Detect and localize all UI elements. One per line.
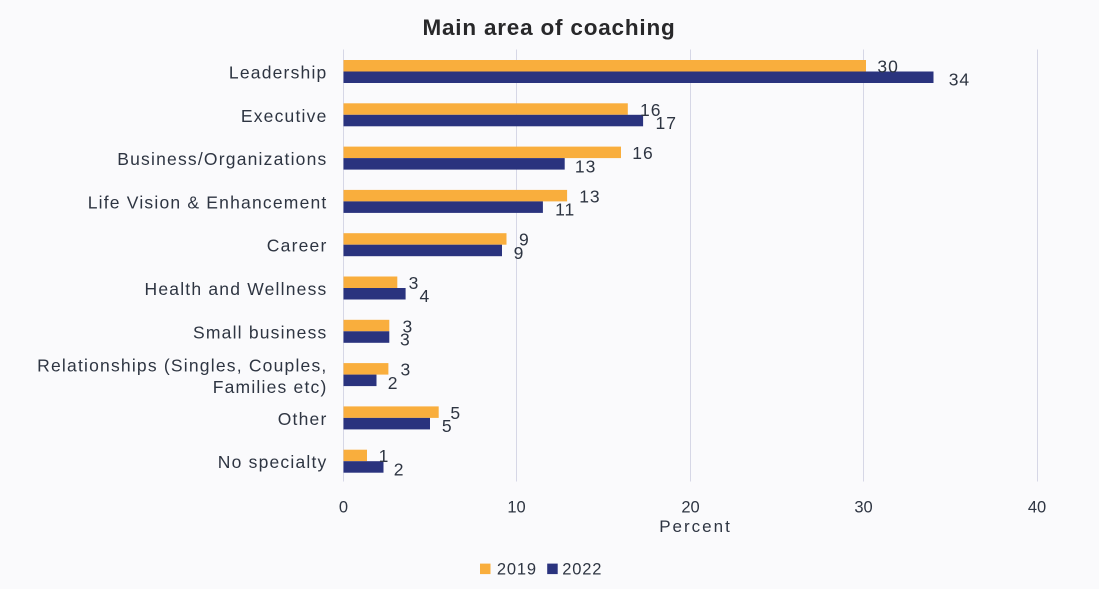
- svg-text:Small business: Small business: [193, 322, 328, 342]
- svg-text:Percent: Percent: [659, 517, 732, 536]
- svg-text:Life Vision & Enhancement: Life Vision & Enhancement: [88, 192, 328, 212]
- svg-text:Executive: Executive: [241, 106, 328, 126]
- svg-text:9: 9: [514, 243, 525, 263]
- svg-text:20: 20: [681, 499, 699, 517]
- svg-text:1: 1: [379, 446, 390, 466]
- svg-text:16: 16: [632, 143, 653, 163]
- svg-text:13: 13: [575, 156, 596, 176]
- svg-text:5: 5: [442, 416, 453, 436]
- svg-text:3: 3: [409, 273, 420, 293]
- svg-text:10: 10: [507, 499, 525, 517]
- svg-text:13: 13: [579, 186, 600, 206]
- svg-text:3: 3: [401, 360, 412, 380]
- svg-text:17: 17: [656, 113, 677, 133]
- svg-text:40: 40: [1028, 499, 1046, 517]
- svg-text:No specialty: No specialty: [218, 452, 328, 472]
- svg-text:3: 3: [403, 316, 414, 336]
- svg-text:Main area of coaching: Main area of coaching: [422, 15, 675, 40]
- svg-text:30: 30: [877, 57, 898, 77]
- svg-text:4: 4: [420, 286, 431, 306]
- svg-text:Relationships (Singles, Couple: Relationships (Singles, Couples,: [37, 356, 327, 376]
- svg-text:16: 16: [640, 100, 661, 120]
- svg-text:Families etc): Families etc): [213, 377, 328, 397]
- svg-text:3: 3: [400, 330, 411, 350]
- svg-text:0: 0: [339, 499, 348, 517]
- svg-text:Leadership: Leadership: [229, 63, 328, 83]
- svg-text:2: 2: [388, 373, 399, 393]
- svg-text:11: 11: [555, 200, 575, 220]
- svg-text:2022: 2022: [562, 561, 602, 579]
- svg-text:Career: Career: [267, 236, 328, 256]
- svg-text:34: 34: [949, 70, 970, 90]
- svg-text:2019: 2019: [497, 561, 537, 579]
- svg-text:9: 9: [519, 230, 530, 250]
- svg-text:30: 30: [854, 499, 872, 517]
- svg-text:Business/Organizations: Business/Organizations: [117, 149, 327, 169]
- svg-text:Other: Other: [278, 409, 328, 429]
- svg-text:5: 5: [450, 403, 461, 423]
- svg-text:2: 2: [394, 459, 405, 479]
- svg-text:Health and Wellness: Health and Wellness: [145, 279, 328, 299]
